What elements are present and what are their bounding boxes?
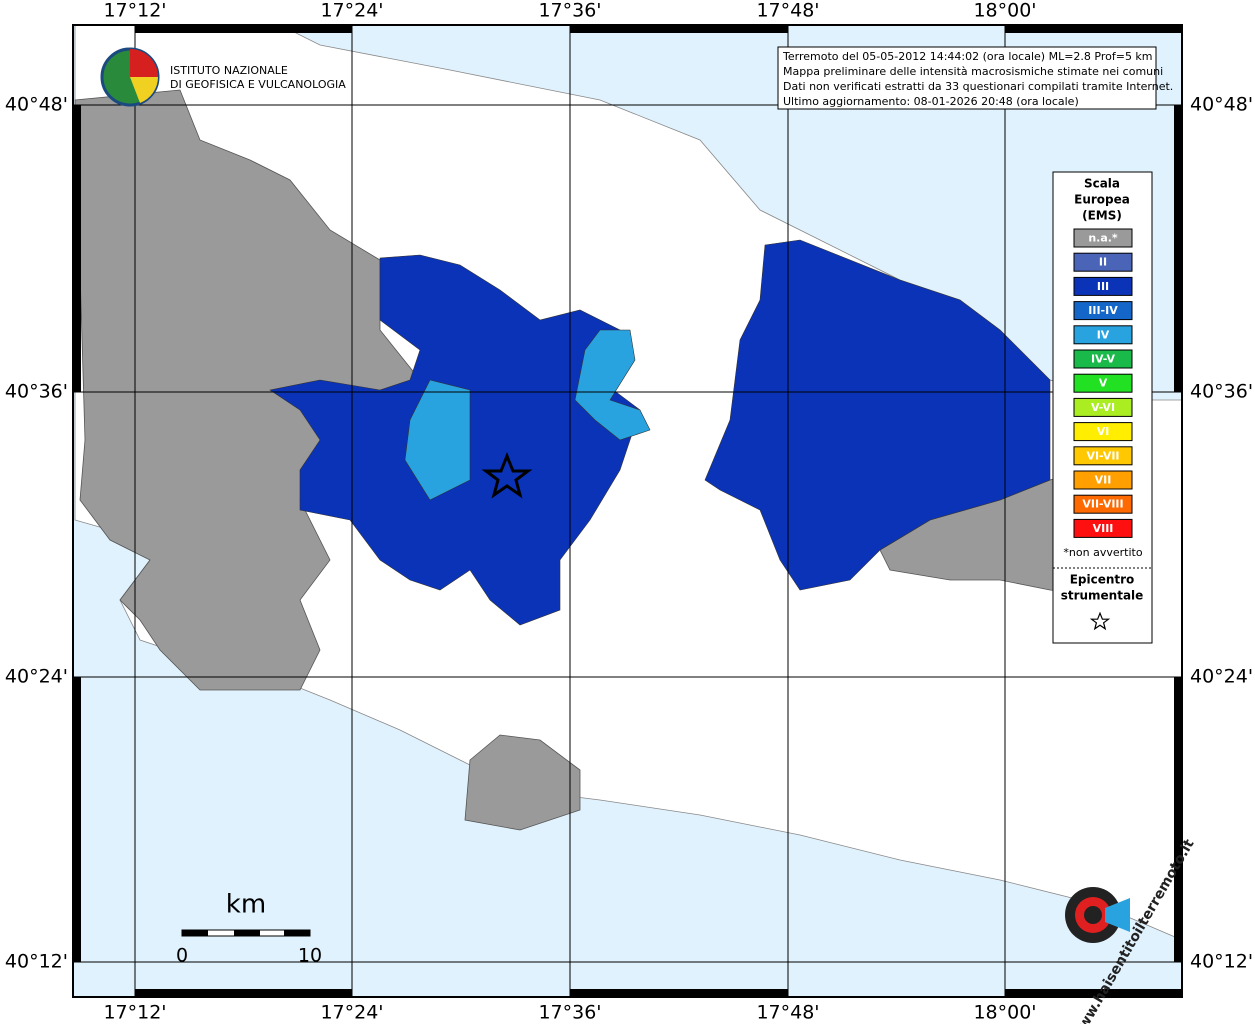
scale-bar: km 0 10 <box>176 890 322 967</box>
epicentre-star <box>481 451 533 499</box>
info-line: Dati non verificati estratti da 33 quest… <box>783 80 1173 93</box>
lon-label: 17°48' <box>756 0 819 22</box>
lat-label: 40°48' <box>1190 94 1253 116</box>
lon-label: 17°48' <box>756 1002 819 1024</box>
intensity-iv-area <box>404 379 471 501</box>
lon-label: 18°00' <box>973 0 1036 22</box>
lat-label: 40°12' <box>1190 951 1253 973</box>
legend-swatch <box>1073 422 1133 442</box>
legend-title: Scala <box>1084 177 1120 191</box>
legend-label: VI <box>1097 425 1110 438</box>
legend-label: II <box>1099 256 1107 269</box>
lon-label: 17°12' <box>103 1002 166 1024</box>
info-line: Terremoto del 05-05-2012 14:44:02 (ora l… <box>782 50 1153 63</box>
legend-title: (EMS) <box>1082 209 1122 223</box>
legend-label: V-VI <box>1091 401 1115 414</box>
legend-label: III-IV <box>1088 304 1118 317</box>
lat-label: 40°12' <box>5 951 68 973</box>
logo-text: ISTITUTO NAZIONALE <box>170 64 288 77</box>
lat-label: 40°36' <box>5 381 68 403</box>
info-box <box>777 46 1157 110</box>
lon-label: 17°24' <box>320 1002 383 1024</box>
legend-label: V <box>1099 377 1108 390</box>
legend-label: n.a.* <box>1088 232 1118 245</box>
legend-swatch <box>1073 397 1133 417</box>
lat-label: 40°36' <box>1190 381 1253 403</box>
legend-swatch <box>1073 518 1133 538</box>
legend-label: III <box>1097 280 1109 293</box>
legend-swatch <box>1073 470 1133 490</box>
scale-unit: km <box>226 890 266 920</box>
legend-swatch <box>1073 252 1133 272</box>
frame-ticks <box>73 25 1182 997</box>
legend-swatch <box>1073 228 1133 248</box>
legend-title: Europea <box>1074 193 1130 207</box>
legend-label: IV-V <box>1091 353 1116 366</box>
info-line: Mappa preliminare delle intensità macros… <box>783 65 1163 78</box>
graticule <box>73 25 1182 997</box>
lat-label: 40°48' <box>5 94 68 116</box>
lon-label: 17°36' <box>538 0 601 22</box>
info-line: Ultimo aggiornamento: 08-01-2026 20:48 (… <box>783 95 1079 108</box>
legend-label: IV <box>1097 328 1110 341</box>
legend-swatch <box>1073 276 1133 296</box>
scale-end: 10 <box>298 945 322 967</box>
legend-swatch <box>1073 446 1133 466</box>
lat-label: 40°24' <box>5 666 68 688</box>
scale-start: 0 <box>176 945 188 967</box>
lon-label: 17°36' <box>538 1002 601 1024</box>
legend-label: VI-VII <box>1086 449 1119 462</box>
legend-star <box>1089 611 1111 631</box>
logo-text: DI GEOFISICA E VULCANOLOGIA <box>170 78 346 91</box>
ingv-logo: ISTITUTO NAZIONALE DI GEOFISICA E VULCAN… <box>100 47 346 107</box>
legend-note: *non avvertito <box>1063 546 1142 559</box>
legend-swatch <box>1073 349 1133 369</box>
legend-label: VIII <box>1093 522 1114 535</box>
unfelt-area <box>74 89 441 691</box>
legend-swatch <box>1073 494 1133 514</box>
lon-label: 17°12' <box>103 0 166 22</box>
legend-label: VII-VIII <box>1082 498 1123 511</box>
intensity-iii-area <box>704 239 1051 591</box>
intensity-iv-area <box>574 329 651 441</box>
legend-epicentre: Epicentro <box>1070 573 1135 587</box>
legend-epicentre: strumentale <box>1061 589 1144 603</box>
legend-swatch <box>1073 301 1133 321</box>
unfelt-area <box>464 734 581 831</box>
lon-label: 18°00' <box>973 1002 1036 1024</box>
legend-swatch <box>1073 325 1133 345</box>
legend-label: VII <box>1095 474 1112 487</box>
lat-label: 40°24' <box>1190 666 1253 688</box>
legend-swatch <box>1073 373 1133 393</box>
lon-label: 17°24' <box>320 0 383 22</box>
